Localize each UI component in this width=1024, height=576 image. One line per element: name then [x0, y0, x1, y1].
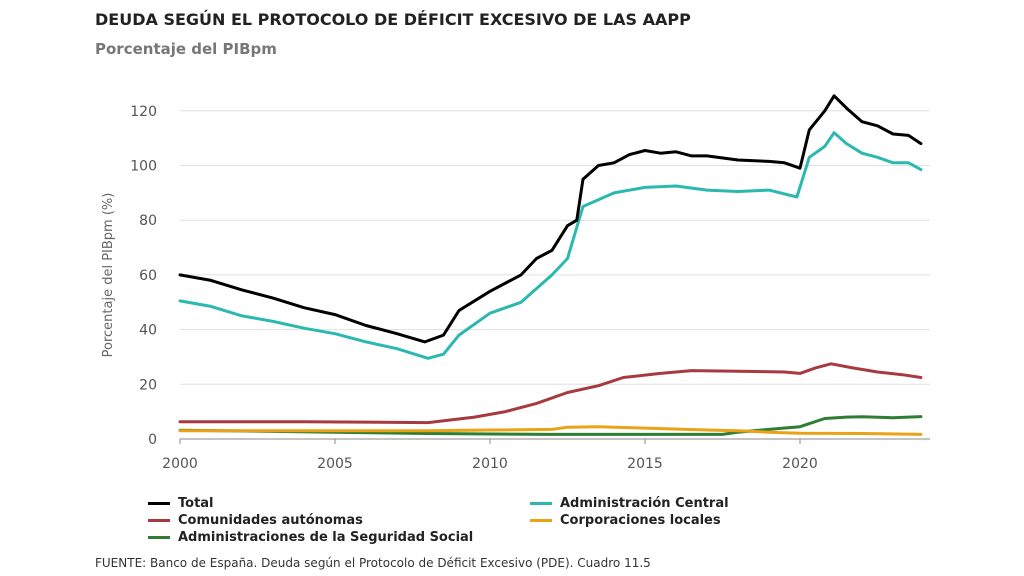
legend-swatch: [530, 519, 552, 522]
x-tick-label: 2000: [162, 456, 198, 472]
y-tick-label: 100: [130, 159, 157, 175]
x-tick-label: 2015: [627, 456, 663, 472]
legend-label: Total: [178, 496, 214, 511]
source-note: FUENTE: Banco de España. Deuda según el …: [95, 556, 651, 570]
legend-label: Administraciones de la Seguridad Social: [178, 530, 474, 545]
legend-item-total: Total: [148, 496, 214, 511]
legend-swatch: [148, 536, 170, 539]
legend-swatch: [148, 502, 170, 505]
legend-swatch: [530, 502, 552, 505]
legend-item-ss: Administraciones de la Seguridad Social: [148, 530, 473, 545]
y-axis-label: Porcentaje del PIBpm (%): [101, 193, 116, 358]
x-tick-label: 2010: [472, 456, 508, 472]
series-line-administraciones-de-la-seguridad-social: [178, 415, 923, 436]
y-tick-label: 20: [139, 377, 157, 393]
legend-item-ccll: Corporaciones locales: [530, 513, 721, 528]
legend-swatch: [148, 519, 170, 522]
x-tick-label: 2005: [317, 456, 353, 472]
y-tick-label: 0: [148, 432, 157, 448]
series-line-administraci-n-central: [178, 131, 923, 360]
legend-item-ccaa: Comunidades autónomas: [148, 513, 363, 528]
legend-item-central: Administración Central: [530, 496, 729, 511]
legend-label: Corporaciones locales: [560, 513, 721, 528]
chart-title: DEUDA SEGÚN EL PROTOCOLO DE DÉFICIT EXCE…: [95, 10, 691, 29]
series-line-comunidades-aut-nomas: [178, 362, 923, 425]
chart-subtitle: Porcentaje del PIBpm: [95, 40, 277, 58]
y-tick-label: 40: [139, 323, 157, 339]
series-line-corporaciones-locales: [178, 425, 923, 436]
legend-label: Administración Central: [560, 496, 729, 511]
legend-label: Comunidades autónomas: [178, 513, 363, 528]
series-line-total: [178, 94, 923, 344]
y-tick-label: 120: [130, 104, 157, 120]
y-tick-label: 60: [139, 268, 157, 284]
x-tick-label: 2020: [782, 456, 818, 472]
y-tick-label: 80: [139, 213, 157, 229]
